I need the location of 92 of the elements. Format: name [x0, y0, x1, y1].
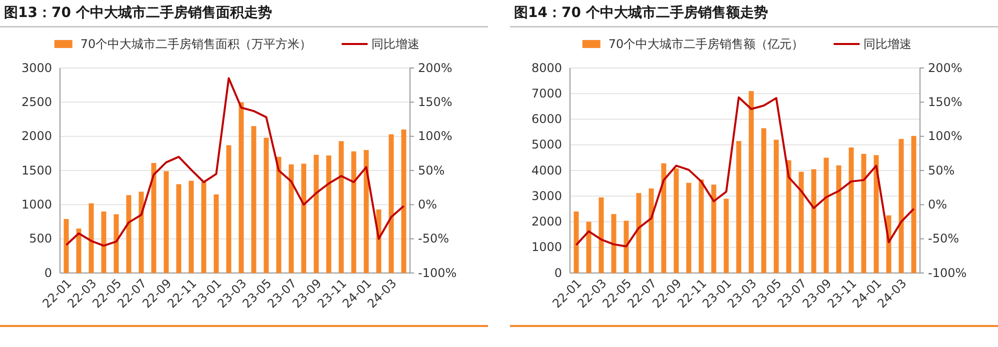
bar — [251, 126, 256, 273]
bar — [288, 164, 294, 273]
y-tick-label: 4000 — [531, 163, 562, 178]
bar — [326, 155, 332, 273]
legend-label: 70个中大城市二手房销售额（亿元） — [608, 37, 804, 51]
bar — [101, 212, 106, 273]
bar — [798, 172, 804, 273]
y2-tick-label: 0% — [928, 198, 948, 212]
bar — [861, 154, 866, 273]
legend-label: 同比增速 — [864, 37, 912, 51]
bar — [264, 138, 269, 273]
bar — [151, 162, 156, 273]
bar — [201, 182, 206, 273]
bar — [176, 184, 182, 273]
bar — [401, 130, 406, 273]
y-tick-label: 2500 — [21, 95, 52, 110]
y-tick-label: 500 — [29, 232, 52, 246]
bar — [698, 179, 704, 273]
bar — [388, 134, 394, 273]
bar — [338, 141, 344, 273]
y-tick-label: 3000 — [21, 60, 52, 75]
bar — [648, 188, 654, 273]
y2-tick-label: 150% — [928, 95, 962, 110]
bar — [226, 145, 232, 273]
bar — [214, 194, 219, 273]
bar — [611, 214, 616, 273]
y2-tick-label: 50% — [928, 163, 955, 178]
bar — [138, 192, 144, 273]
y2-tick-label: 100% — [418, 129, 452, 144]
bar — [661, 163, 666, 273]
bar — [64, 219, 69, 273]
y-tick-label: 8000 — [531, 60, 562, 75]
bar — [624, 220, 629, 273]
bar — [364, 150, 369, 273]
chart-title: 图14：70 个中大城市二手房销售额走势 — [514, 4, 768, 21]
bar — [188, 180, 194, 273]
bar — [636, 193, 642, 273]
bar — [301, 164, 306, 273]
y-tick-label: 0 — [44, 266, 52, 280]
bar — [711, 184, 716, 273]
bar — [911, 136, 916, 273]
chart-title: 图13：70 个中大城市二手房销售面积走势 — [4, 4, 272, 21]
bar — [848, 147, 854, 273]
bar — [898, 138, 904, 273]
y2-tick-label: 0% — [418, 198, 438, 212]
bar — [836, 165, 842, 273]
legend-label: 同比增速 — [372, 37, 420, 51]
bar — [786, 160, 792, 273]
y2-tick-label: 200% — [928, 60, 962, 75]
y-tick-label: 1000 — [531, 240, 562, 254]
bar — [586, 222, 592, 273]
bar — [574, 212, 579, 273]
line-series — [575, 96, 915, 248]
bar — [314, 154, 319, 273]
y-tick-label: 7000 — [531, 86, 562, 100]
y2-tick-label: -50% — [928, 232, 960, 246]
bar — [276, 156, 282, 273]
y2-tick-label: -50% — [418, 232, 450, 246]
y-tick-label: 6000 — [531, 112, 562, 126]
bar — [811, 169, 816, 273]
y-tick-label: 3000 — [531, 188, 562, 203]
bar — [598, 197, 604, 273]
y2-tick-label: 50% — [418, 163, 445, 178]
bar — [874, 155, 879, 273]
bar — [686, 182, 692, 273]
y2-tick-label: -100% — [928, 266, 967, 280]
bar — [824, 158, 829, 273]
y2-tick-label: -100% — [418, 266, 457, 280]
bar — [238, 102, 244, 273]
y-tick-label: 5000 — [531, 138, 562, 152]
bar — [351, 151, 356, 273]
bar — [724, 198, 729, 273]
bar — [88, 203, 94, 273]
y2-tick-label: 150% — [418, 95, 452, 110]
legend-label: 70个中大城市二手房销售面积（万平方米） — [80, 37, 312, 51]
y-tick-label: 1500 — [21, 163, 52, 178]
bar — [761, 128, 766, 273]
y2-tick-label: 100% — [928, 129, 962, 144]
bar — [76, 228, 82, 273]
bar — [126, 195, 132, 273]
line-series — [65, 77, 405, 247]
y2-tick-label: 200% — [418, 60, 452, 75]
bar — [164, 171, 169, 273]
bar — [748, 91, 754, 273]
bar — [114, 214, 119, 273]
y-tick-label: 2000 — [531, 214, 562, 229]
y-tick-label: 1000 — [21, 198, 52, 212]
bar — [774, 140, 779, 273]
bar — [674, 168, 679, 273]
y-tick-label: 0 — [554, 266, 562, 280]
bar — [736, 141, 742, 273]
y-tick-label: 2000 — [21, 129, 52, 144]
